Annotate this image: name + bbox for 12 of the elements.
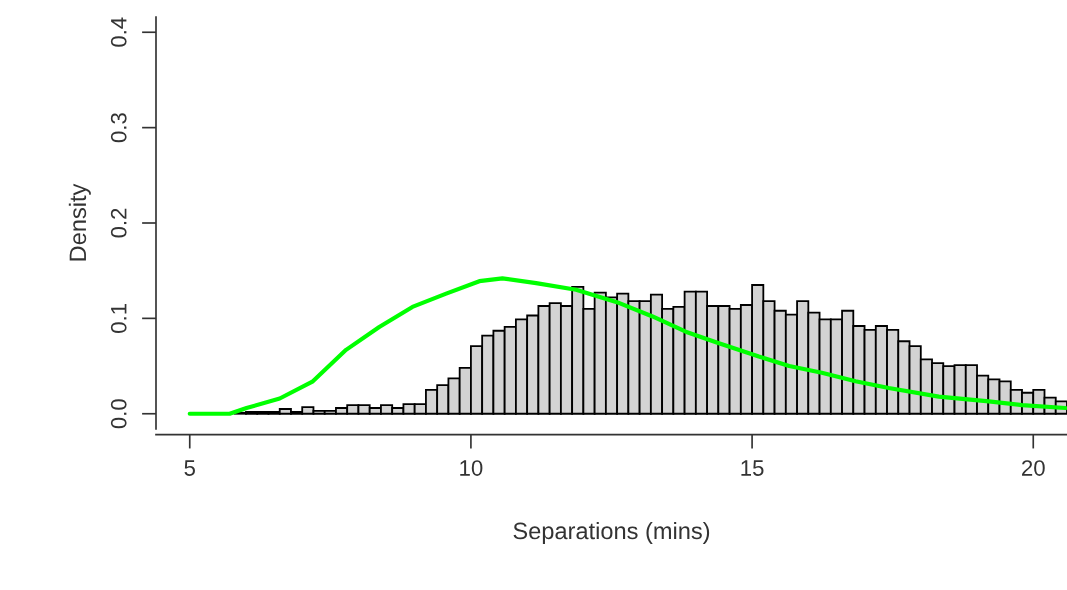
x-tick-label: 10 — [460, 460, 483, 476]
y-tick-label: 0.4 — [110, 17, 127, 47]
line-series — [187, 276, 1067, 416]
x-tick-label: 15 — [741, 460, 764, 476]
y-tick-label: 0.1 — [110, 304, 127, 333]
y-tick-label: 0.2 — [110, 208, 127, 238]
x-tick-label: 20 — [1022, 460, 1045, 476]
x-axis-title: Separations (mins) — [513, 521, 710, 544]
y-axis-title: Density — [68, 183, 91, 261]
y-tick-label: 0.3 — [110, 113, 127, 143]
y-tick-label: 0.0 — [110, 399, 127, 429]
x-tick-label: 5 — [184, 460, 195, 476]
